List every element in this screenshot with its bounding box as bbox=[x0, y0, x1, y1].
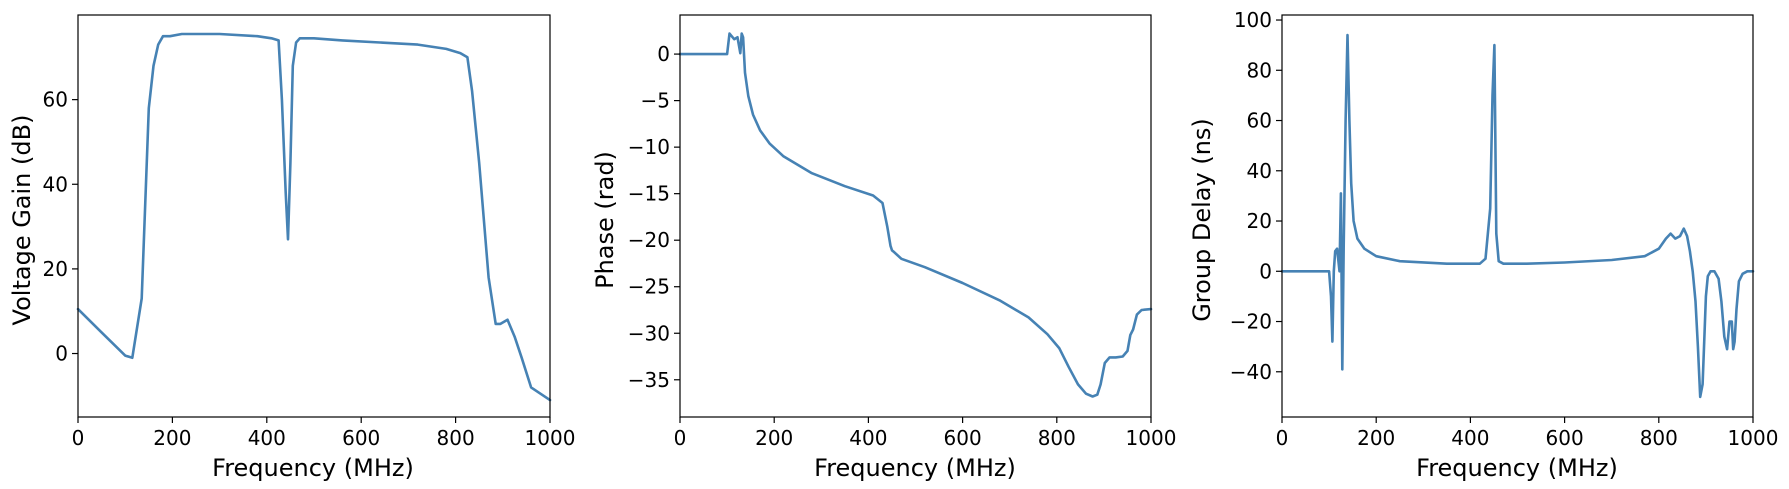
y-tick-label: −20 bbox=[1230, 310, 1272, 334]
x-tick-label: 800 bbox=[1038, 426, 1076, 450]
y-tick-label: −20 bbox=[628, 228, 670, 252]
y-tick-label: −5 bbox=[641, 89, 670, 113]
x-tick-label: 600 bbox=[944, 426, 982, 450]
y-tick-label: 0 bbox=[55, 342, 68, 366]
y-tick-label: −30 bbox=[628, 321, 670, 345]
x-tick-label: 600 bbox=[1546, 426, 1584, 450]
y-tick-label: 60 bbox=[43, 88, 68, 112]
y-tick-label: −25 bbox=[628, 275, 670, 299]
x-tick-label: 400 bbox=[849, 426, 887, 450]
y-tick-label: −15 bbox=[628, 182, 670, 206]
xlabel-phase: Frequency (MHz) bbox=[814, 454, 1016, 482]
x-tick-label: 800 bbox=[1640, 426, 1678, 450]
ylabel-voltage-gain: Voltage Gain (dB) bbox=[8, 115, 36, 326]
xlabel-group-delay: Frequency (MHz) bbox=[1416, 454, 1618, 482]
plot-frame-group-delay bbox=[1281, 14, 1754, 418]
y-tick-label: 0 bbox=[1259, 259, 1272, 283]
y-tick-label: 80 bbox=[1247, 58, 1272, 82]
x-tick-label: 400 bbox=[248, 426, 286, 450]
ylabel-group-delay: Group Delay (ns) bbox=[1188, 118, 1216, 322]
x-tick-label: 800 bbox=[437, 426, 475, 450]
x-tick-label: 200 bbox=[755, 426, 793, 450]
y-tick-label: −40 bbox=[1230, 360, 1272, 384]
y-tick-label: 0 bbox=[657, 42, 670, 66]
y-tick-label: −35 bbox=[628, 368, 670, 392]
ylabel-phase: Phase (rad) bbox=[591, 151, 619, 289]
xlabel-voltage-gain: Frequency (MHz) bbox=[212, 454, 414, 482]
y-tick-label: 20 bbox=[43, 257, 68, 281]
x-tick-label: 600 bbox=[342, 426, 380, 450]
x-tick-label: 200 bbox=[153, 426, 191, 450]
x-tick-label: 400 bbox=[1451, 426, 1489, 450]
series-line-group-delay bbox=[1280, 33, 1755, 399]
x-tick-label: 0 bbox=[1276, 426, 1289, 450]
x-tick-label: 1000 bbox=[525, 426, 576, 450]
y-tick-label: 60 bbox=[1247, 109, 1272, 133]
chart-panel-group-delay: Group Delay (ns) Frequency (MHz) 0 200 400… bbox=[1188, 8, 1778, 482]
plot-frame-phase bbox=[679, 14, 1152, 418]
series-line-voltage-gain bbox=[76, 32, 552, 402]
plot-frame-voltage-gain bbox=[77, 14, 551, 418]
chart-panel-voltage-gain: Voltage Gain (dB) Frequency (MHz) 0 200 40… bbox=[8, 14, 576, 482]
chart-panel-phase: Phase (rad) Frequency (MHz) 0 200 400 600 80… bbox=[591, 14, 1177, 482]
y-tick-label: 40 bbox=[1247, 159, 1272, 183]
x-tick-label: 1000 bbox=[1728, 426, 1779, 450]
x-tick-label: 200 bbox=[1357, 426, 1395, 450]
series-line-phase bbox=[678, 32, 1153, 398]
y-tick-label: 100 bbox=[1234, 8, 1272, 32]
y-tick-label: 20 bbox=[1247, 209, 1272, 233]
y-tick-label: 40 bbox=[43, 172, 68, 196]
x-tick-label: 0 bbox=[72, 426, 85, 450]
x-tick-label: 0 bbox=[674, 426, 687, 450]
x-tick-label: 1000 bbox=[1126, 426, 1177, 450]
y-tick-label: −10 bbox=[628, 135, 670, 159]
